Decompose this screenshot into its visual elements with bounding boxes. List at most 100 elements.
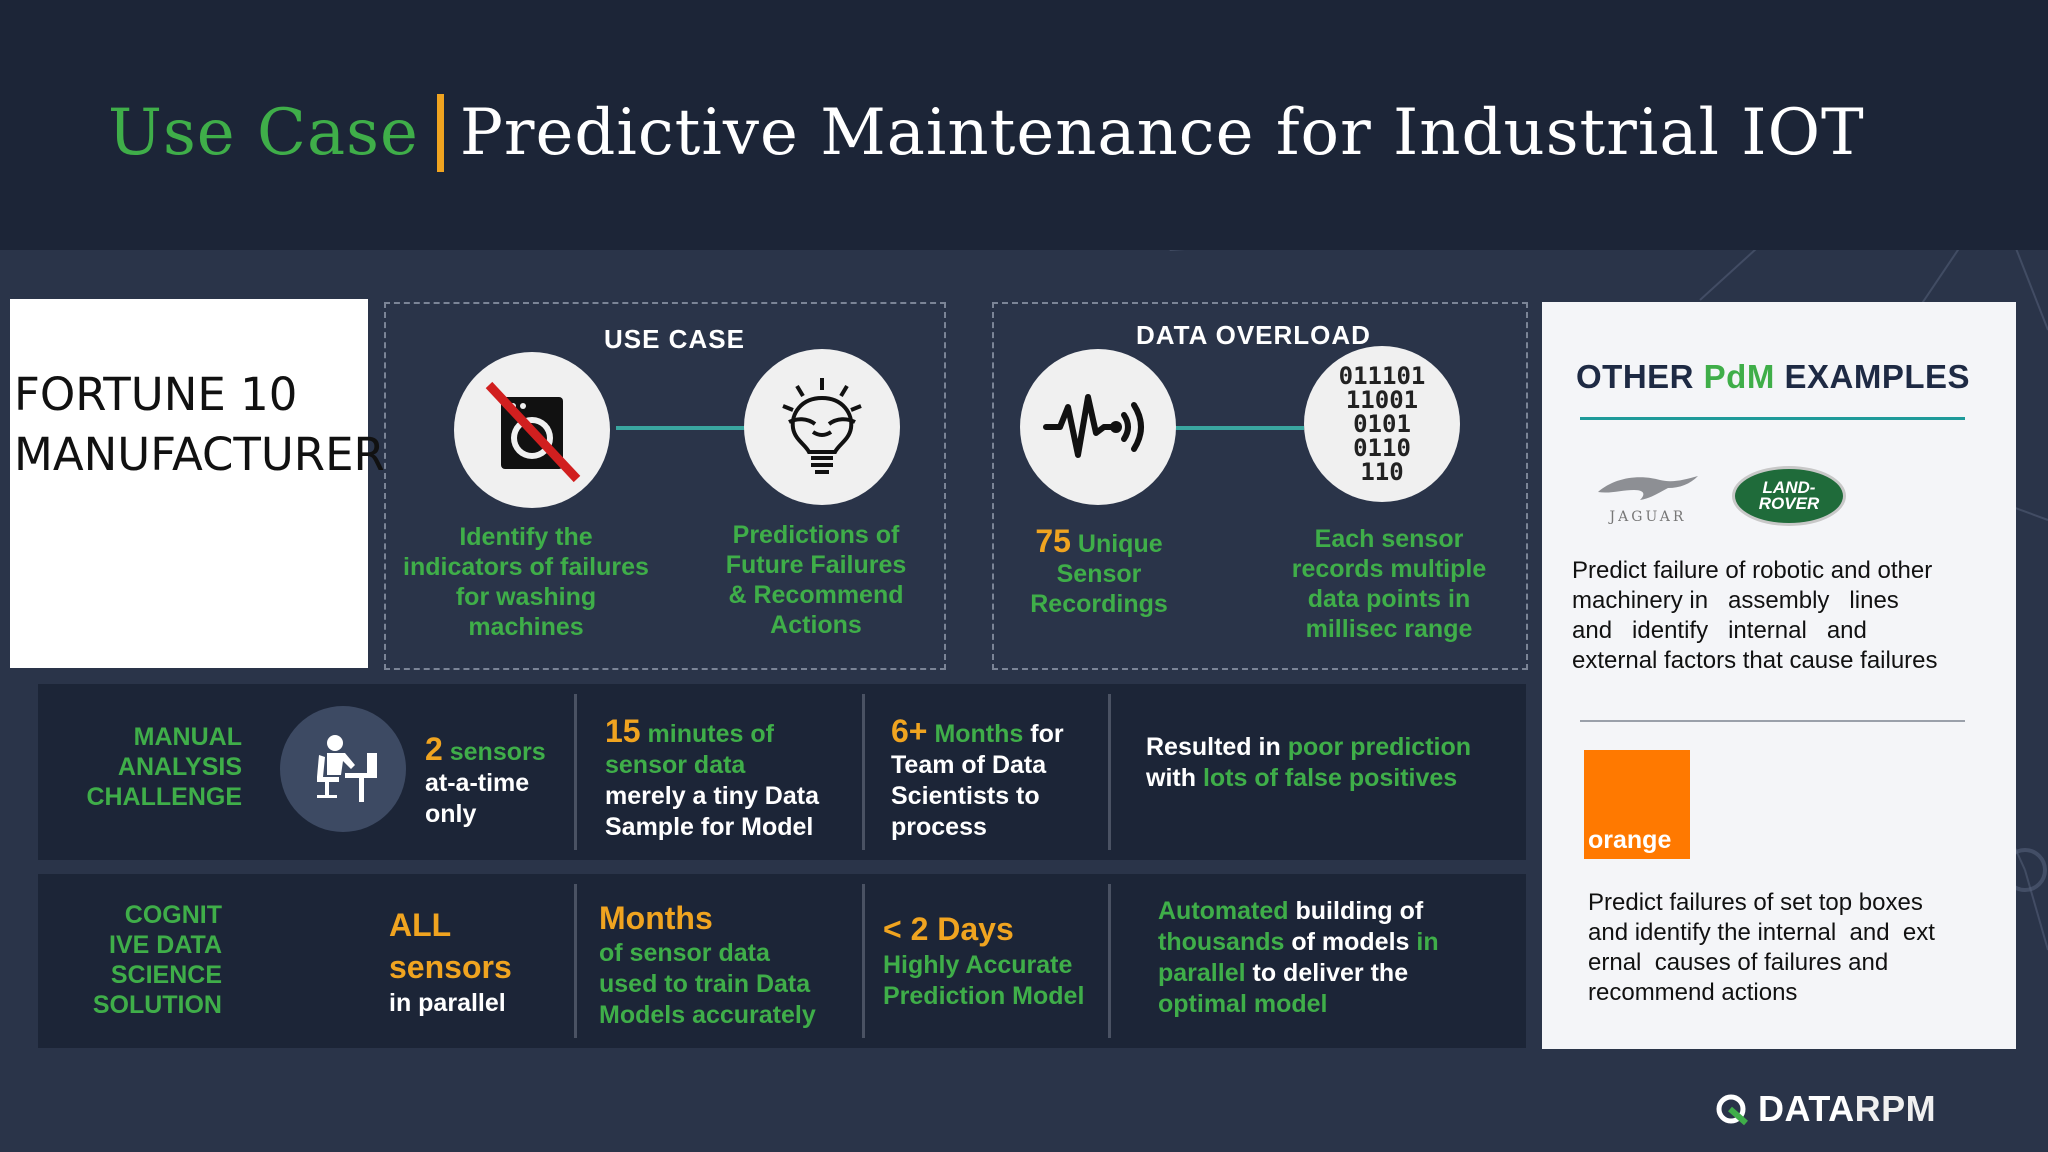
minutes-of: of bbox=[750, 720, 774, 748]
orange-logo: orange bbox=[1584, 750, 1690, 859]
solution-label-line: COGNIT bbox=[124, 901, 222, 929]
challenge-cell-result: Resulted in poor prediction with lots of… bbox=[1146, 732, 1471, 794]
manual-analysis-row: MANUAL ANALYSIS CHALLENGE 2 sensors at-a… bbox=[38, 684, 1526, 860]
use-case-box: USE CASE bbox=[384, 302, 946, 670]
side-divider bbox=[1580, 720, 1965, 722]
solution-cell-sensors: ALL sensors in parallel bbox=[389, 904, 512, 1019]
sensor-signal-icon bbox=[1043, 394, 1144, 458]
use-case-right-line: Actions bbox=[770, 611, 862, 639]
solution-highlight: optimal model bbox=[1158, 990, 1328, 1018]
binary-data-circle: 011101 11001 0101 0110 110 bbox=[1304, 346, 1460, 502]
data-overload-title: DATA OVERLOAD bbox=[1136, 320, 1371, 350]
side-title-part: OTHER bbox=[1576, 358, 1694, 395]
use-case-right-text: Predictions of Future Failures & Recomme… bbox=[696, 520, 936, 640]
challenge-cell-line: at-a-time bbox=[425, 769, 530, 797]
overload-right-line: millisec range bbox=[1305, 615, 1473, 643]
predictions-circle bbox=[744, 349, 900, 505]
solution-months: Months bbox=[599, 900, 713, 936]
jlr-description: Predict failure of robotic and other mac… bbox=[1572, 556, 2002, 676]
solution-cell-line: Prediction Model bbox=[883, 982, 1085, 1010]
use-case-left-text: Identify the indicators of failures for … bbox=[396, 522, 656, 642]
challenge-cell-line: merely a tiny Data bbox=[605, 782, 819, 810]
challenge-cell-line: Team of Data bbox=[891, 751, 1047, 779]
overload-left-line: Sensor bbox=[1056, 560, 1142, 588]
overload-left-line: Recordings bbox=[1030, 590, 1168, 618]
sensor-signal-circle bbox=[1020, 349, 1176, 505]
months-count: 6+ bbox=[891, 713, 928, 749]
orange-line: recommend actions bbox=[1588, 979, 1798, 1006]
fortune-10-card: FORTUNE 10 MANUFACTURER bbox=[10, 299, 385, 668]
row-divider bbox=[1108, 694, 1111, 850]
side-title-part: EXAMPLES bbox=[1784, 358, 1971, 395]
header-band bbox=[0, 0, 2048, 250]
solution-all: ALL bbox=[389, 907, 452, 943]
brand-data: DATA bbox=[1758, 1088, 1855, 1129]
solution-cell-line: Highly Accurate bbox=[883, 951, 1073, 979]
months-unit: Months bbox=[934, 720, 1024, 748]
use-case-left-line: Identify the bbox=[459, 523, 593, 551]
land-rover-label: LAND- bbox=[1762, 478, 1816, 497]
brand-rpm: RPM bbox=[1854, 1088, 1937, 1129]
orange-label: orange bbox=[1588, 826, 1672, 854]
use-case-right-line: Future Failures bbox=[725, 551, 907, 579]
data-overload-connector bbox=[1164, 426, 1304, 430]
solution-cell-days: < 2 Days Highly Accurate Prediction Mode… bbox=[883, 908, 1084, 1012]
solution-cell-line: Models accurately bbox=[599, 1001, 816, 1029]
months-for: for bbox=[1030, 720, 1064, 748]
result-highlight: lots of false positives bbox=[1202, 764, 1458, 792]
solution-days: < 2 Days bbox=[883, 911, 1014, 947]
use-case-title: USE CASE bbox=[604, 324, 745, 354]
sensors-unit: sensors bbox=[449, 738, 546, 766]
orange-line: and identify the internal and ext bbox=[1588, 919, 1935, 946]
challenge-cell-line: Sample for Model bbox=[605, 813, 814, 841]
data-overload-right-text: Each sensor records multiple data points… bbox=[1264, 524, 1514, 644]
binary-line: 11001 bbox=[1345, 386, 1419, 414]
analyst-at-desk-icon bbox=[317, 735, 377, 802]
row-divider bbox=[862, 694, 865, 850]
challenge-cell-line: Scientists to bbox=[891, 782, 1040, 810]
row-divider bbox=[574, 694, 577, 850]
title-divider bbox=[436, 94, 444, 172]
use-case-connector bbox=[616, 426, 756, 430]
solution-cell-automated: Automated building of thousands of model… bbox=[1158, 896, 1439, 1020]
land-rover-logo: LAND- ROVER bbox=[1732, 466, 1846, 526]
binary-line: 110 bbox=[1360, 458, 1404, 486]
solution-highlight: thousands bbox=[1158, 928, 1285, 956]
challenge-label-line: ANALYSIS bbox=[117, 753, 242, 781]
binary-data-icon: 011101 11001 0101 0110 110 bbox=[1339, 364, 1426, 484]
use-case-right-line: & Recommend bbox=[728, 581, 904, 609]
challenge-label-line: MANUAL bbox=[133, 723, 242, 751]
use-case-right-line: Predictions of bbox=[732, 521, 900, 549]
datarpm-logo: DATA RPM bbox=[1714, 1088, 1936, 1130]
datarpm-mark-icon bbox=[1716, 1094, 1748, 1126]
solution-text: to deliver the bbox=[1252, 959, 1409, 987]
jlr-line: and identify internal and bbox=[1572, 617, 1867, 644]
minutes-unit: minutes bbox=[647, 720, 744, 748]
challenge-cell-line: process bbox=[891, 813, 987, 841]
jlr-line: machinery in assembly lines bbox=[1572, 587, 1899, 614]
jlr-line: Predict failure of robotic and other bbox=[1572, 557, 1933, 584]
binary-line: 0110 bbox=[1353, 434, 1411, 462]
row-divider bbox=[574, 884, 577, 1038]
side-title-underline bbox=[1580, 417, 1965, 420]
solution-highlight: parallel bbox=[1158, 959, 1246, 987]
overload-right-line: Each sensor bbox=[1314, 525, 1464, 553]
solution-cell-line: of sensor data bbox=[599, 939, 770, 967]
analyst-avatar bbox=[280, 706, 406, 832]
title-main: Predictive Maintenance for Industrial IO… bbox=[459, 96, 1865, 170]
challenge-cell-minutes: 15 minutes of sensor data merely a tiny … bbox=[605, 715, 819, 843]
challenge-cell-line: only bbox=[425, 800, 477, 828]
fortune-line-2: MANUFACTURER bbox=[14, 428, 385, 481]
page-title: Use Case Predictive Maintenance for Indu… bbox=[108, 88, 1865, 178]
jaguar-leaper-icon bbox=[1598, 476, 1698, 500]
jaguar-logo: JAGUAR bbox=[1594, 470, 1702, 526]
solution-cell-months: Months of sensor data used to train Data… bbox=[599, 898, 816, 1031]
side-title-pdm: PdM bbox=[1703, 358, 1775, 395]
side-panel-title: OTHER PdM EXAMPLES bbox=[1576, 358, 1970, 396]
result-text: Resulted in bbox=[1146, 733, 1281, 761]
solution-highlight: in bbox=[1416, 928, 1439, 956]
other-pdm-examples-panel: OTHER PdM EXAMPLES JAGUAR LAND- ROVER Pr… bbox=[1542, 302, 2016, 1049]
unique-count: 75 bbox=[1035, 523, 1071, 559]
overload-right-line: data points in bbox=[1307, 585, 1471, 613]
binary-line: 0101 bbox=[1353, 410, 1411, 438]
